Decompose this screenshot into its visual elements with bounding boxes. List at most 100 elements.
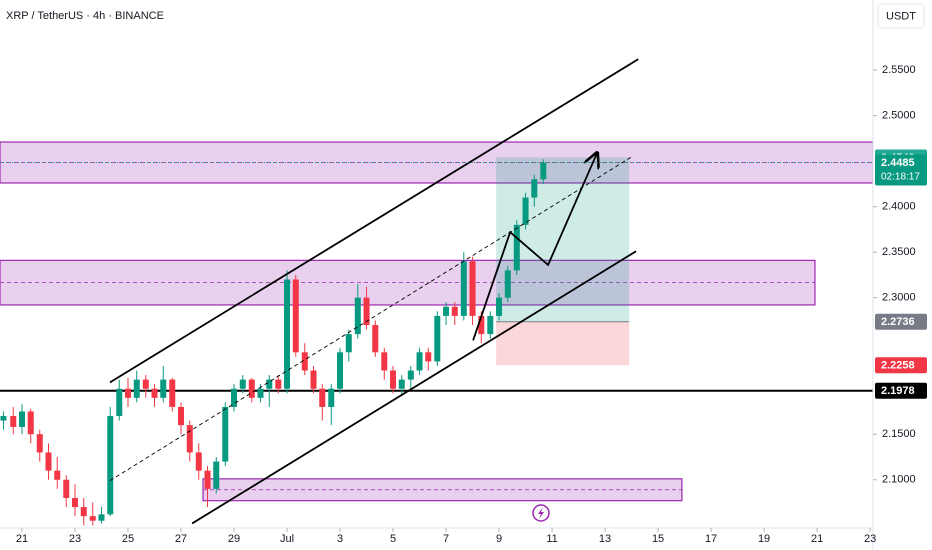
level-price-box — [875, 382, 927, 399]
trend-line — [109, 156, 633, 482]
candle-body — [266, 379, 273, 389]
candle-body — [398, 379, 405, 389]
candle-body — [434, 315, 441, 362]
arrow-path — [472, 153, 597, 341]
candle-body — [98, 514, 105, 521]
candle-body — [204, 470, 211, 489]
chart-title: XRP / TetherUS · 4h · BINANCE — [6, 10, 164, 22]
candle-body — [18, 411, 25, 427]
y-tick-label: 2.3000 — [882, 292, 916, 304]
alert-icon[interactable] — [532, 504, 550, 522]
candle-body — [443, 306, 450, 316]
last-price-label: 2.4485 — [881, 157, 915, 169]
x-tick-label: 27 — [175, 533, 187, 545]
y-tick-label: 2.5000 — [882, 110, 916, 122]
candle-body — [72, 497, 79, 508]
position-stop — [496, 321, 630, 366]
candle-body — [390, 370, 397, 389]
axes: 2.5500 2.5000 2.4000 2.3500 2.3000 2.1500 2.10… — [16, 64, 927, 545]
candle-body — [451, 306, 458, 316]
x-tick-label: 17 — [705, 533, 717, 545]
candle-body — [107, 416, 114, 515]
x-tick-label: 11 — [546, 533, 557, 545]
candle-body — [133, 379, 140, 398]
candle-body — [372, 324, 379, 353]
candle-body — [80, 507, 87, 517]
currency-button[interactable] — [877, 3, 925, 29]
x-tick-label: 21 — [811, 533, 823, 545]
x-tick-label: 19 — [758, 533, 770, 545]
candle-body — [0, 416, 7, 421]
x-tick-label: 23 — [864, 533, 876, 545]
candle-body — [522, 197, 529, 225]
candle-body — [487, 315, 494, 335]
candle-body — [469, 261, 476, 316]
candle-body — [301, 352, 308, 371]
candle-body — [89, 516, 96, 521]
candle-body — [248, 379, 255, 398]
candle-body — [363, 297, 370, 325]
candle-body — [36, 434, 43, 453]
candle-body — [345, 334, 352, 353]
candle-body — [513, 224, 520, 271]
candle-body — [10, 416, 17, 427]
candle-body — [186, 425, 193, 453]
candle-body — [54, 470, 61, 480]
x-tick-label: 3 — [337, 533, 343, 545]
candle-body — [116, 388, 123, 417]
candle-body — [292, 279, 299, 353]
candle-body — [195, 452, 202, 471]
candle-body — [142, 379, 149, 389]
x-tick-label: 23 — [69, 533, 81, 545]
x-tick-label: 7 — [443, 533, 449, 545]
stop-price-label: 2.2258 — [881, 360, 915, 372]
trend-line — [191, 250, 637, 525]
candle-body — [328, 388, 335, 407]
x-tick-label: Jul — [280, 533, 294, 545]
currency-label[interactable]: USDT — [886, 10, 916, 22]
candle-body — [310, 370, 317, 389]
x-tick-label: 13 — [599, 533, 611, 545]
x-tick-label: 29 — [228, 533, 240, 545]
candle-body — [27, 411, 34, 435]
entry-price-label: 2.2736 — [881, 316, 915, 328]
candle-body — [319, 388, 326, 407]
candle-body — [151, 388, 158, 398]
candle-body — [231, 388, 238, 407]
y-tick-label: 2.4000 — [882, 201, 916, 213]
y-tick-label: 2.5500 — [882, 64, 916, 76]
candle-body — [160, 379, 167, 398]
candle-body — [125, 388, 132, 398]
candle-body — [284, 279, 291, 389]
countdown-label: 02:18:17 — [881, 172, 920, 183]
plot-area — [0, 58, 873, 526]
candle-body — [540, 162, 547, 180]
x-tick-label: 25 — [122, 533, 134, 545]
candle-body — [222, 406, 229, 462]
x-tick-label: 5 — [390, 533, 396, 545]
candle-body — [178, 406, 185, 426]
candle-body — [496, 297, 503, 316]
entry-price-box — [875, 313, 927, 330]
last-price-box — [875, 154, 927, 186]
candle-body — [416, 352, 423, 371]
trend-line — [109, 58, 639, 384]
stop-price-box — [875, 357, 927, 374]
y-tick-label: 2.1500 — [882, 428, 916, 440]
y-tick-label: 2.3500 — [882, 246, 916, 258]
candle-body — [169, 379, 176, 407]
candle-body — [45, 452, 52, 471]
candle-body — [504, 270, 511, 298]
candle-body — [425, 352, 432, 362]
candle-body — [239, 379, 246, 389]
x-tick-label: 21 — [16, 533, 28, 545]
y-tick-label: 2.1000 — [882, 474, 916, 486]
candle-body — [478, 315, 485, 335]
x-tick-label: 9 — [496, 533, 502, 545]
candle-body — [354, 297, 361, 335]
candle-body — [275, 379, 282, 389]
candle-body — [531, 179, 538, 198]
candle-body — [381, 352, 388, 371]
candle-body — [460, 261, 467, 316]
